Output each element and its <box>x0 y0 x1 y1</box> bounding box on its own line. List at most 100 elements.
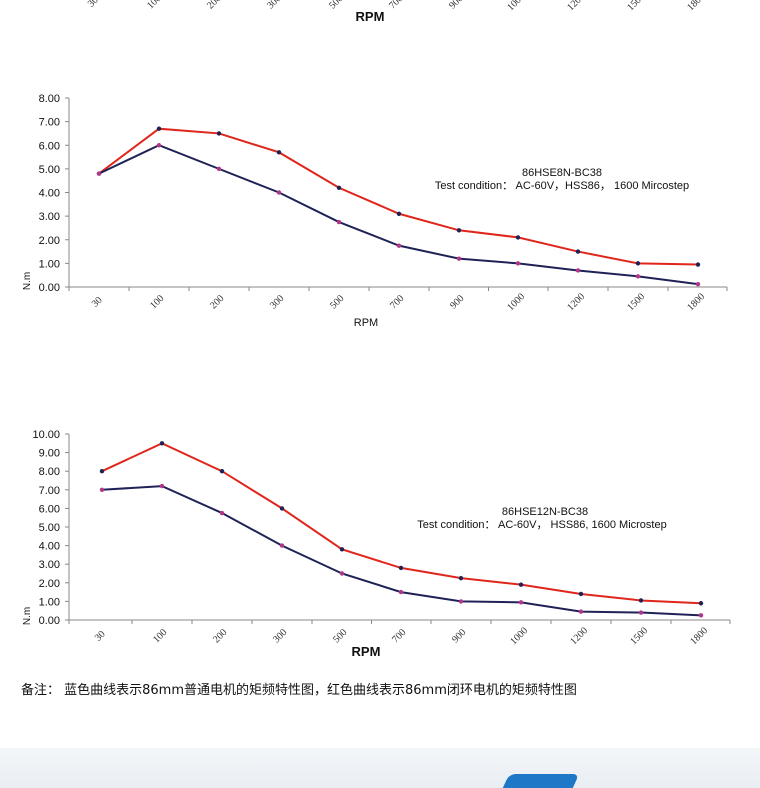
chart1-x-axis-label: RPM <box>356 9 385 24</box>
chart3-annotation-line1: 86HSE12N-BC38 <box>502 506 588 518</box>
chart2-series1-point <box>216 131 222 136</box>
chart3-y-tick-label: 4.00 <box>39 541 60 553</box>
chart2-series1-point <box>515 235 521 240</box>
chart2-x-tick-label: 200 <box>208 293 226 311</box>
footnote-remark: 备注： 蓝色曲线表示86mm普通电机的矩频特性图，红色曲线表示86mm闭环电机的… <box>21 683 577 698</box>
chart2-series2-point <box>96 171 102 176</box>
chart1-x-tick-label: 1200 <box>565 0 587 13</box>
chart2-series1-point <box>695 262 701 267</box>
chart2-x-tick-label: 900 <box>448 293 466 311</box>
chart3-series2-point <box>159 483 165 489</box>
chart3-series1-point <box>698 601 704 606</box>
chart2-y-axis-label: N.m <box>22 272 33 290</box>
chart2-y-tick-label: 3.00 <box>39 211 60 223</box>
chart3-y-tick-label: 9.00 <box>39 448 60 460</box>
chart2-series1-point <box>336 185 342 190</box>
chart3-series1-point <box>279 506 285 511</box>
chart1-x-tick-label: 300 <box>265 0 283 11</box>
chart1-x-tick-label: 1500 <box>625 0 647 13</box>
chart3-x-tick-label: 1500 <box>628 625 650 647</box>
chart3-x-tick-label: 300 <box>271 627 289 645</box>
chart3-series2-line <box>101 485 702 617</box>
product-banner-strip <box>0 748 760 788</box>
chart2-series2-point <box>336 219 342 225</box>
chart1-x-tick-label: 700 <box>387 0 405 11</box>
chart1-x-tick-label: 100 <box>145 0 163 11</box>
chart2-x-tick-label: 1500 <box>625 291 647 313</box>
chart2-x-tick-label: 1000 <box>505 291 527 313</box>
chart1-x-tick-label: 200 <box>205 0 223 11</box>
chart3-x-axis-label: RPM <box>352 644 381 659</box>
chart3-series1-point <box>638 598 644 603</box>
chart2-series2-point <box>456 256 462 261</box>
chart3-y-tick-label: 7.00 <box>39 485 60 497</box>
chart3-series2-point <box>458 599 464 604</box>
chart1-x-tick-label: 1000 <box>505 0 527 13</box>
chart2-series2-point <box>515 261 521 266</box>
chart3-series1-point <box>518 582 524 587</box>
chart2-x-tick-label: 500 <box>328 293 346 311</box>
chart2-series2-point <box>695 281 701 287</box>
chart3-y-tick-label: 6.00 <box>39 503 60 515</box>
chart2-series2-point <box>635 274 641 279</box>
chart2-series2-point <box>156 143 162 148</box>
chart3-series2-point <box>219 510 225 516</box>
chart3-x-tick-label: 900 <box>450 627 468 645</box>
chart1-x-tick-label: 500 <box>327 0 345 11</box>
chart3-y-tick-label: 5.00 <box>39 522 60 534</box>
chart3-x-tick-label: 1000 <box>508 625 530 647</box>
chart2-series2-point <box>276 190 282 195</box>
chart2-y-tick-label: 0.00 <box>39 282 60 294</box>
chart2-x-tick-label: 100 <box>148 293 166 311</box>
chart3-series2-point <box>638 610 644 615</box>
chart1-x-tick-label: 30 <box>86 0 101 10</box>
chart3-series2-point <box>578 609 584 614</box>
chart2-y-tick-label: 6.00 <box>39 140 60 152</box>
chart2-annotation-line2: Test condition： AC-60V，HSS86， 1600 Mirco… <box>435 180 689 192</box>
chart1-x-tick-label: 1800 <box>685 0 707 13</box>
chart2-x-tick-label: 30 <box>90 295 105 310</box>
chart2-x-tick-label: 1800 <box>685 291 707 313</box>
chart3-x-tick-label: 200 <box>211 627 229 645</box>
chart3-series1-point <box>578 591 584 597</box>
chart2-series1-point <box>276 150 282 155</box>
chart3-series1-point <box>219 469 225 474</box>
chart3-series2-point <box>518 600 524 605</box>
chart3-x-tick-label: 500 <box>331 627 349 645</box>
chart3-x-tick-label: 1800 <box>688 625 710 647</box>
chart3-series1-point <box>398 565 404 571</box>
chart3-y-tick-label: 2.00 <box>39 578 60 590</box>
chart3-series1-point <box>99 469 105 474</box>
chart3-series2-point <box>279 543 285 548</box>
chart2-x-tick-label: 700 <box>388 293 406 311</box>
chart2-x-tick-label: 300 <box>268 293 286 311</box>
chart2-y-tick-label: 8.00 <box>39 93 60 105</box>
chart2-y-tick-label: 1.00 <box>39 258 60 270</box>
chart3-y-tick-label: 10.00 <box>32 429 60 441</box>
chart3-series1-point <box>159 441 165 446</box>
chart2-x-tick-label: 1200 <box>565 291 587 313</box>
chart2-y-tick-label: 5.00 <box>39 164 60 176</box>
chart2-y-tick-label: 2.00 <box>39 235 60 247</box>
chart2-series2-point <box>396 243 402 248</box>
chart3-series1-point <box>339 547 345 552</box>
chart2-series1-point <box>635 261 641 266</box>
chart3-series1-point <box>458 575 464 581</box>
chart3-x-tick-label: 100 <box>151 627 169 645</box>
chart3-y-tick-label: 1.00 <box>39 596 60 608</box>
chart3-y-tick-label: 0.00 <box>39 615 60 627</box>
chart2-series2-point <box>216 166 222 172</box>
chart3-series2-point <box>99 487 105 492</box>
chart3-x-tick-label: 30 <box>93 629 108 644</box>
chart3-x-tick-label: 700 <box>390 627 408 645</box>
chart2-series1-point <box>575 249 581 254</box>
chart3-series2-point <box>698 613 704 618</box>
chart3-y-tick-label: 3.00 <box>39 559 60 571</box>
chart2-series1-point <box>396 211 402 216</box>
chart2-series1-point <box>456 228 462 233</box>
chart2-series1-point <box>156 126 162 131</box>
chart3-x-tick-label: 1200 <box>568 625 590 647</box>
chart2-series2-point <box>575 268 581 273</box>
product-image-fragment <box>502 774 580 788</box>
